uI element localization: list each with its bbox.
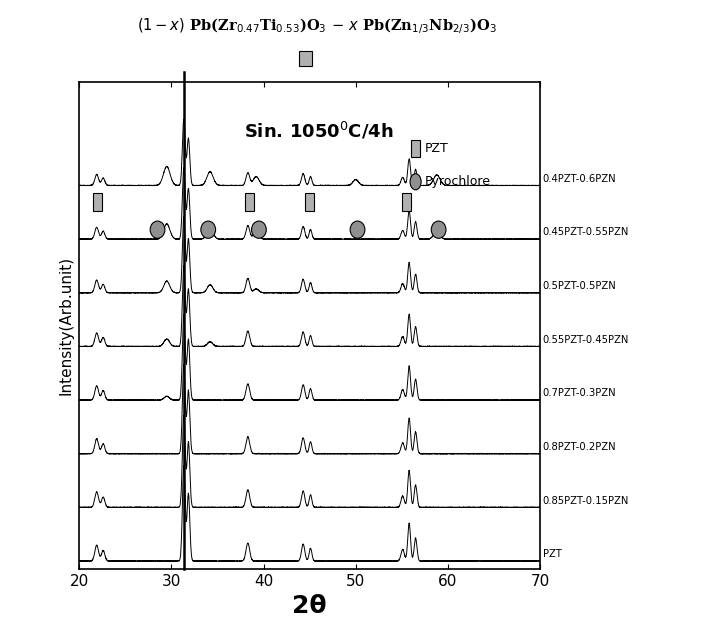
Text: 0.8PZT-0.2PZN: 0.8PZT-0.2PZN [543,442,616,452]
Text: $(1-x)$ Pb(Zr$_{0.47}$Ti$_{0.53}$)O$_3$ $-$ $x$ Pb(Zn$_{1/3}$Nb$_{2/3}$)O$_3$: $(1-x)$ Pb(Zr$_{0.47}$Ti$_{0.53}$)O$_3$ … [137,16,497,36]
Text: 0.55PZT-0.45PZN: 0.55PZT-0.45PZN [543,334,629,344]
Text: Pyrochlore: Pyrochlore [425,175,491,188]
FancyBboxPatch shape [305,193,314,210]
Text: 0.4PZT-0.6PZN: 0.4PZT-0.6PZN [543,174,616,184]
FancyBboxPatch shape [411,140,420,157]
Text: Sin. 1050$^0$C/4h: Sin. 1050$^0$C/4h [244,121,394,142]
Ellipse shape [251,221,266,238]
Text: 0.45PZT-0.55PZN: 0.45PZT-0.55PZN [543,228,629,238]
Ellipse shape [410,174,421,190]
Text: PZT: PZT [543,549,562,559]
Ellipse shape [201,221,215,238]
X-axis label: 2θ: 2θ [292,594,327,618]
Y-axis label: Intensity(Arb.unit): Intensity(Arb.unit) [58,256,73,395]
Text: PZT: PZT [425,142,449,155]
Text: 0.85PZT-0.15PZN: 0.85PZT-0.15PZN [543,495,629,506]
FancyBboxPatch shape [93,193,102,210]
Text: 0.5PZT-0.5PZN: 0.5PZT-0.5PZN [543,281,616,291]
FancyBboxPatch shape [245,193,254,210]
Ellipse shape [431,221,446,238]
Ellipse shape [150,221,165,238]
Ellipse shape [350,221,365,238]
Text: 0.7PZT-0.3PZN: 0.7PZT-0.3PZN [543,388,616,398]
FancyBboxPatch shape [402,193,411,210]
